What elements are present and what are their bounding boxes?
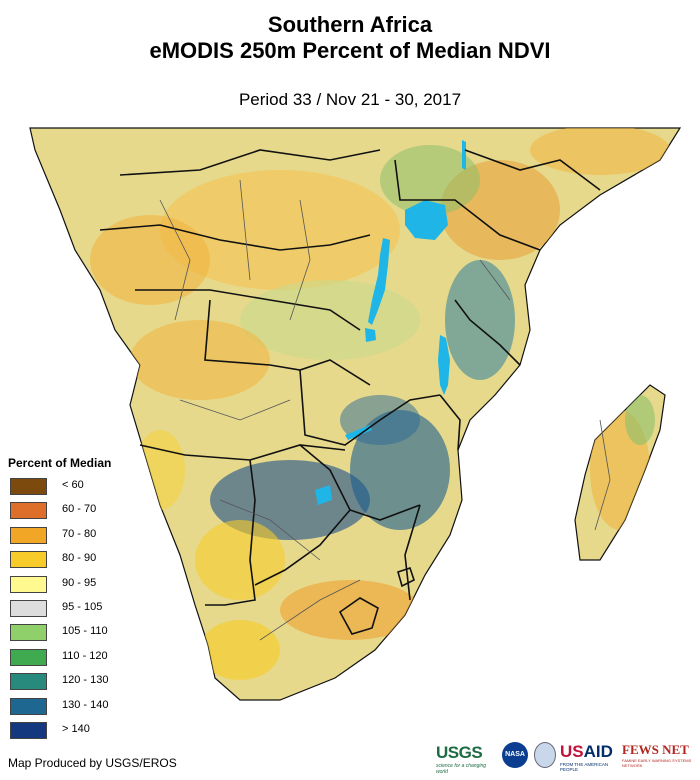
legend-item: 80 - 90: [8, 551, 128, 575]
lake-kariba: [345, 425, 372, 440]
ndvi-patches: [90, 128, 670, 680]
lake-turkana: [462, 140, 466, 170]
legend-label: 105 - 110: [62, 625, 108, 638]
fews-net-tagline: FAMINE EARLY WARNING SYSTEMS NETWORK: [622, 758, 692, 768]
lake-victoria: [405, 200, 448, 240]
legend-swatch: [10, 624, 47, 642]
legend-label: < 60: [62, 479, 84, 491]
water-bodies: [315, 140, 466, 505]
legend-swatch: [10, 502, 47, 520]
usaid-wordmark: USAID: [560, 742, 613, 761]
legend-swatch: [10, 721, 47, 739]
fews-net-wordmark: FEWS NET: [622, 742, 689, 757]
province-borders: [159, 179, 611, 641]
noaa-seal-icon: [534, 742, 556, 768]
usgs-logo: USGS science for a changing world: [436, 743, 494, 775]
legend-item: > 140: [8, 721, 128, 746]
legend-label: > 140: [62, 722, 90, 735]
madagascar-ndvi: [590, 395, 655, 530]
legend-swatch: [10, 575, 47, 593]
legend-label: 90 - 95: [62, 576, 97, 589]
legend-label: 110 - 120: [62, 649, 108, 662]
eswatini-border: [397, 566, 415, 588]
usgs-wordmark: USGS: [436, 743, 483, 762]
lesotho-border: [338, 597, 379, 635]
okavango-delta: [315, 485, 332, 505]
legend-item: 95 - 105: [8, 599, 128, 624]
legend-label: 130 - 140: [62, 698, 109, 711]
legend-swatch: [10, 673, 47, 691]
legend: Percent of Median < 60 60 - 70 70 - 80 80 -…: [8, 456, 128, 746]
legend-item: 70 - 80: [8, 526, 128, 551]
legend-label: 60 - 70: [62, 503, 97, 516]
country-borders: [99, 149, 601, 635]
legend-swatch: [10, 648, 47, 666]
legend-title: Percent of Median: [8, 456, 112, 470]
fews-net-logo: FEWS NET FAMINE EARLY WARNING SYSTEMS NE…: [622, 742, 692, 772]
legend-item: 130 - 140: [8, 697, 128, 722]
map-title-line-1: Southern Africa: [267, 12, 433, 37]
legend-swatch: [10, 526, 47, 544]
legend-label: 70 - 80: [62, 527, 97, 540]
legend-item: 105 - 110: [8, 624, 128, 648]
legend-label: 95 - 105: [62, 600, 103, 613]
legend-label: 120 - 130: [62, 674, 109, 687]
usaid-logo: USAID FROM THE AMERICAN PEOPLE: [560, 742, 620, 772]
legend-item: < 60: [8, 478, 128, 502]
legend-item: 90 - 95: [8, 575, 128, 600]
lake-tanganyika: [368, 238, 390, 325]
period-subtitle: Period 33 / Nov 21 - 30, 2017: [238, 90, 462, 109]
usaid-tagline: FROM THE AMERICAN PEOPLE: [560, 762, 609, 772]
legend-swatch: [10, 599, 47, 617]
map-title-line-2: eMODIS 250m Percent of Median NDVI: [149, 38, 551, 63]
legend-item: 60 - 70: [8, 502, 128, 526]
legend-rows: < 60 60 - 70 70 - 80 80 - 90 90 - 95 95 - 105…: [8, 478, 128, 746]
lake-mweru: [365, 328, 376, 342]
map-credit: Map Produced by USGS/EROS: [8, 756, 177, 770]
legend-swatch: [10, 551, 47, 569]
lake-malawi: [438, 335, 450, 395]
nasa-logo: NASA: [502, 742, 528, 768]
legend-label: 80 - 90: [62, 552, 97, 565]
partner-logos: USGS science for a changing world NASA U…: [436, 740, 692, 775]
legend-item: 110 - 120: [8, 648, 128, 673]
legend-item: 120 - 130: [8, 673, 128, 697]
legend-swatch: [10, 697, 47, 715]
usgs-tagline: science for a changing world: [436, 763, 487, 775]
legend-swatch: [10, 478, 47, 495]
